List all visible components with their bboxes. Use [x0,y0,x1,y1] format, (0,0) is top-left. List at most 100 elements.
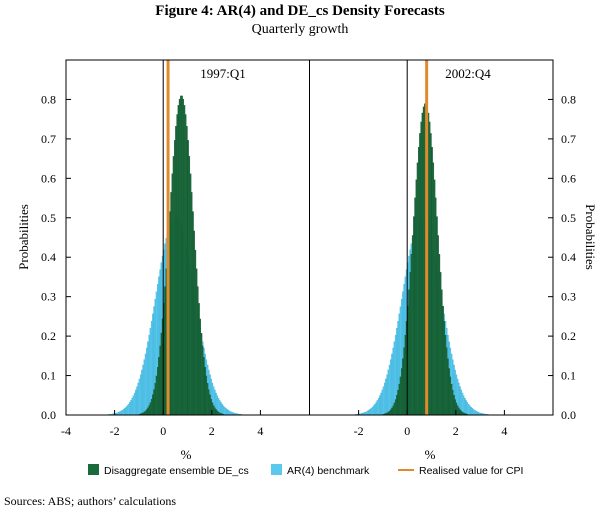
de-cs-density-bar [177,105,180,416]
ar4-density-bar [467,403,470,416]
ar4-density-bar [462,395,465,416]
de-cs-density-bar [212,405,215,416]
de-cs-density-bar [201,345,204,416]
de-cs-density-bar [170,192,172,416]
de-cs-density-bar [208,389,210,416]
de-cs-density-bar [460,410,463,416]
ar4-density-bar [386,374,388,416]
ar4-density-bar [127,403,130,416]
chart-subtitle: Quarterly growth [252,22,349,37]
de-cs-density-bar [172,156,175,416]
de-cs-density-bar [453,395,455,416]
ar4-density-bar [466,402,469,416]
panel-1997q1: 1997:Q1 -4 -2 0 2 4 [61,60,263,438]
ar4-density-bar [383,382,386,416]
de-cs-density-bar [147,407,149,416]
ar4-density-bar [373,405,375,416]
de-cs-density-bar [430,133,432,416]
y-tick-label-right: 0.1 [561,369,576,383]
x-tick-label: 4 [257,424,263,438]
legend: Disaggregate ensemble DE_cs AR(4) benchm… [88,464,523,477]
ar4-density-bar [144,353,147,416]
chart-title: Figure 4: AR(4) and DE_cs Density Foreca… [155,3,445,19]
de-cs-density-bar [447,358,449,416]
de-cs-density-bar [403,347,405,416]
de-cs-density-bar [180,95,182,416]
ar4-density-bar [473,409,476,416]
ar4-density-bar [124,408,126,416]
de-cs-density-bar [404,334,407,416]
de-cs-density-bar [400,368,403,416]
ar4-density-bar [375,402,377,416]
de-cs-density-bar [444,334,447,416]
ar4-density-bar [391,353,393,416]
de-cs-density-bar [149,402,152,416]
ar4-density-bar [223,406,226,416]
ar4-density-bar [220,402,222,416]
de-cs-density-bar [428,121,431,416]
legend-swatch-de-cs [88,464,99,475]
de-cs-density-bar [160,332,163,416]
ar4-density-bar [142,364,144,416]
de-cs-density-bar [391,407,393,416]
ar4-density-bar [379,395,381,416]
x-tick-label: 0 [160,424,166,438]
de-cs-density-bar [448,368,450,416]
ar4-density-bar [221,403,223,416]
y-tick-label-left: 0.1 [41,369,56,383]
de-cs-density-bar [205,375,208,416]
de-cs-density-bar [450,383,453,416]
de-cs-density-bar [193,230,195,416]
ar4-density-bar [371,406,374,416]
de-cs-density-bar [200,332,203,416]
x-axis-label-right: % [425,447,436,462]
ar4-density-bar [465,400,467,416]
y-axis-left: 0.0 0.1 0.2 0.3 0.4 0.5 0.6 0.7 0.8 [41,92,71,422]
y-tick-label-left: 0.8 [41,92,56,106]
de-cs-density-bar [203,357,205,416]
de-cs-density-bar [183,105,186,416]
legend-item-de-cs: Disaggregate ensemble DE_cs [88,464,249,477]
ar4-density-bar [366,410,369,416]
de-cs-density-bar [394,399,397,416]
y-axis-label-right: Probabilities [583,204,598,270]
de-cs-density-bar [171,173,174,416]
de-cs-density-bar [176,114,178,416]
x-tick-label: 2 [209,424,215,438]
ar4-density-bar [471,408,473,416]
legend-item-realised: Realised value for CPI [398,465,523,477]
de-cs-density-bar [206,383,209,416]
legend-swatch-ar4 [271,464,282,475]
ar4-density-bar [392,347,394,416]
ar4-density-bar [382,386,385,416]
de-cs-density-bar [459,409,461,416]
ar4-density-bar [136,386,138,416]
ar4-density-bar [377,398,380,416]
ar4-density-bar [147,341,149,416]
de-cs-density-bar [150,398,153,416]
de-cs-density-bar [154,383,157,416]
de-cs-density-bar [194,249,197,416]
de-cs-density-bar [214,407,216,416]
de-cs-density-bar [402,358,404,416]
x-axis-label-left: % [181,447,192,462]
ar4-density-bar [132,395,135,416]
ar4-density-bar [135,389,137,416]
ar4-density-bar [141,369,143,416]
y-tick-label-right: 0.2 [561,329,576,343]
de-cs-density-bar [410,254,413,416]
de-cs-density-bar [396,395,398,416]
de-cs-density-bar [197,286,199,416]
de-cs-density-bar [445,347,448,416]
panel-2002q4: 2002:Q4 -2 0 2 4 [354,60,507,438]
de-cs-density-bar [398,383,401,416]
de-cs-density-bar [182,98,184,416]
de-cs-density-bar [392,405,394,416]
de-cs-density-bar [456,405,459,416]
de-cs-density-bar [144,410,147,416]
de-cs-density-bar [204,367,206,416]
y-tick-label-left: 0.5 [41,211,56,225]
panel-label: 1997:Q1 [200,66,246,81]
ar4-density-bar [139,374,142,416]
